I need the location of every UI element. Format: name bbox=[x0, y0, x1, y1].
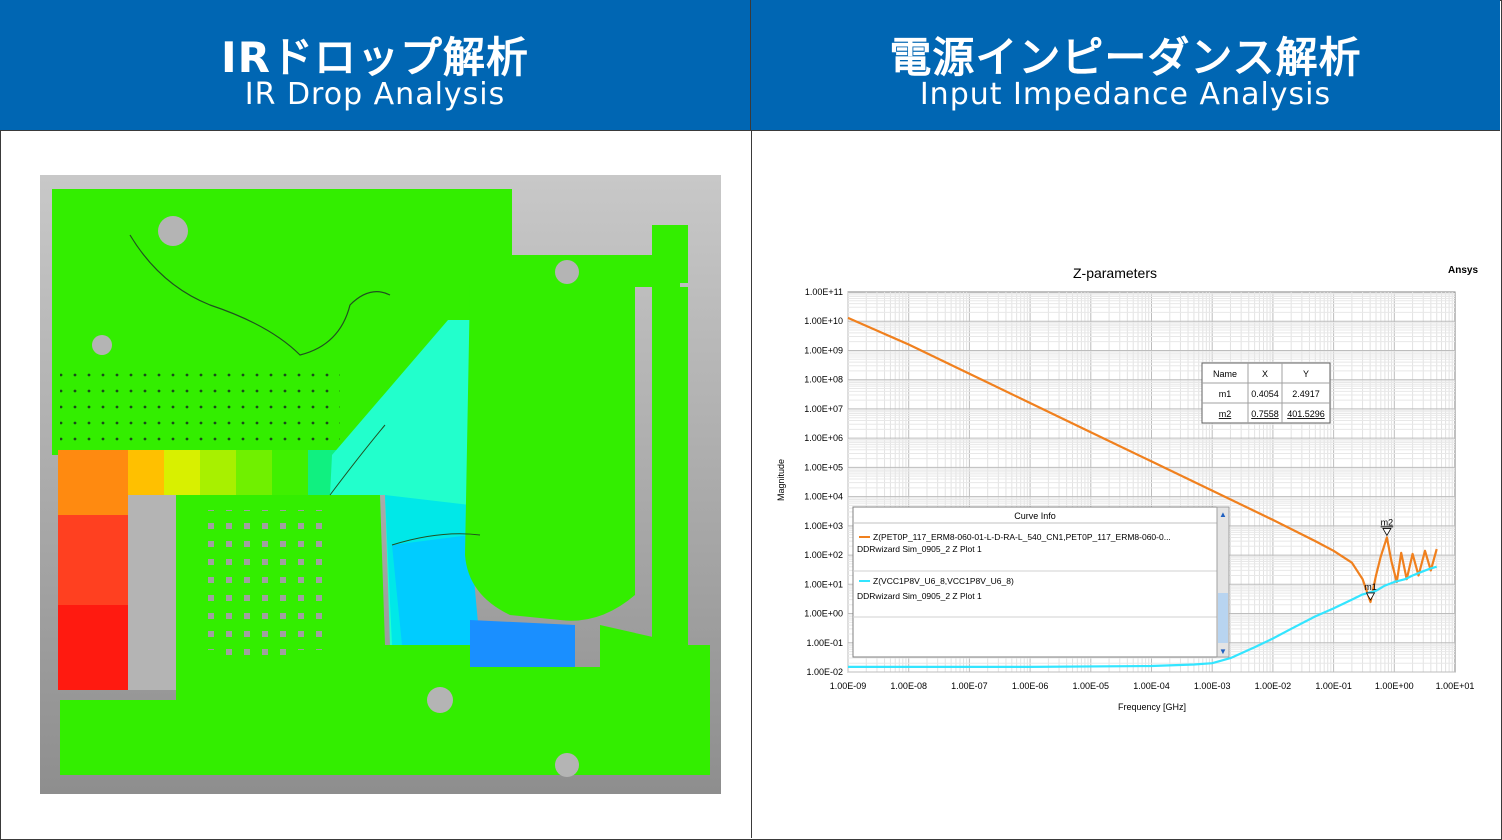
contour-line bbox=[129, 234, 391, 356]
ir-zone-red bbox=[58, 605, 128, 690]
contour-line-3 bbox=[391, 533, 481, 546]
board-gap bbox=[128, 495, 176, 690]
ir-region-center-right bbox=[465, 285, 635, 621]
legend-series-1-sub: DDRwizard Sim_0905_2 Z Plot 1 bbox=[857, 544, 982, 554]
marker-table-m2-y: 401.5296 bbox=[1287, 409, 1325, 419]
y-tick-label: 1.00E+11 bbox=[805, 287, 843, 297]
y-tick-label: 1.00E+01 bbox=[804, 579, 843, 589]
y-ticks: 1.00E+11 1.00E+10 1.00E+09 1.00E+08 1.00E+07… bbox=[804, 287, 843, 677]
mount-hole-4 bbox=[427, 687, 453, 713]
ir-drop-map bbox=[40, 175, 721, 794]
x-tick-label: 1.00E+01 bbox=[1436, 681, 1475, 691]
marker-table-m1-name: m1 bbox=[1219, 389, 1232, 399]
legend-scrollbar-thumb[interactable] bbox=[1218, 593, 1228, 643]
y-tick-label: 1.00E+02 bbox=[804, 550, 843, 560]
ir-region-blue bbox=[470, 620, 575, 667]
scroll-up-icon[interactable]: ▲ bbox=[1219, 510, 1227, 519]
series-layer bbox=[847, 316, 1438, 668]
y-tick-label: 1.00E+08 bbox=[804, 375, 843, 385]
z-parameters-chart: Z-parameters Ansys Magnitude Frequency [… bbox=[760, 255, 1495, 720]
x-tick-label: 1.00E+00 bbox=[1375, 681, 1414, 691]
y-tick-label: 1.00E+06 bbox=[804, 433, 843, 443]
bga-via-field-2 bbox=[215, 595, 295, 660]
impedance-header: 電源インピーダンス解析 Input Impedance Analysis bbox=[751, 0, 1500, 130]
marker-table: Name X Y m1 0.4054 2.4917 m2 0.7558 401.… bbox=[1201, 362, 1331, 424]
y-tick-label: 1.00E+05 bbox=[804, 462, 843, 472]
y-tick-label: 1.00E-01 bbox=[806, 638, 843, 648]
marker-table-m1-y: 2.4917 bbox=[1292, 389, 1320, 399]
ir-band-yellowgreen bbox=[200, 450, 236, 495]
ir-drop-title-en: IR Drop Analysis bbox=[244, 77, 506, 112]
chart-title: Z-parameters bbox=[1073, 265, 1157, 281]
y-axis-label: Magnitude bbox=[776, 459, 786, 501]
series-line-1 bbox=[847, 316, 1438, 604]
mount-hole-3 bbox=[92, 335, 112, 355]
mount-hole-5 bbox=[555, 753, 579, 777]
ir-region-lightblue bbox=[392, 535, 480, 645]
ir-drop-title-jp: IRドロップ解析 bbox=[221, 33, 529, 82]
ir-zone-orange-red bbox=[58, 515, 128, 605]
markers-layer: m1 m2 bbox=[1364, 517, 1394, 601]
panel-divider bbox=[751, 130, 752, 838]
y-tick-label: 1.00E+00 bbox=[804, 609, 843, 619]
scroll-down-icon[interactable]: ▼ bbox=[1219, 647, 1227, 656]
ir-drop-header: IRドロップ解析 IR Drop Analysis bbox=[0, 0, 751, 130]
x-ticks: 1.00E-09 1.00E-08 1.00E-07 1.00E-06 1.00E-05… bbox=[830, 681, 1475, 691]
ir-band-green2 bbox=[272, 450, 308, 495]
marker-table-header-y: Y bbox=[1303, 369, 1309, 379]
marker-m1 bbox=[1365, 592, 1376, 601]
legend-title: Curve Info bbox=[1014, 511, 1056, 521]
via-dots-top bbox=[60, 370, 340, 445]
y-tick-label: 1.00E+09 bbox=[804, 345, 843, 355]
marker-table-header-x: X bbox=[1262, 369, 1268, 379]
marker-m2 bbox=[1382, 528, 1392, 537]
y-tick-label: 1.00E+07 bbox=[804, 404, 843, 414]
mount-hole-1 bbox=[158, 216, 188, 246]
x-tick-label: 1.00E-01 bbox=[1315, 681, 1352, 691]
x-tick-label: 1.00E-04 bbox=[1133, 681, 1170, 691]
x-tick-label: 1.00E-05 bbox=[1073, 681, 1110, 691]
x-tick-label: 1.00E-03 bbox=[1194, 681, 1231, 691]
ir-band-lime bbox=[164, 450, 200, 495]
ir-band-yellow bbox=[128, 450, 164, 495]
x-tick-label: 1.00E-08 bbox=[890, 681, 927, 691]
legend-series-2-name: Z(VCC1P8V_U6_8,VCC1P8V_U6_8) bbox=[873, 576, 1014, 586]
x-tick-label: 1.00E-07 bbox=[951, 681, 988, 691]
y-tick-label: 1.00E+04 bbox=[804, 492, 843, 502]
x-axis-label: Frequency [GHz] bbox=[1118, 702, 1186, 712]
marker-table-m2-x: 0.7558 bbox=[1251, 409, 1279, 419]
curve-info-legend: Curve Info Z(PET0P_117_ERM8-060-01-L-D-R… bbox=[852, 506, 1230, 658]
series-line-2 bbox=[848, 565, 1438, 668]
legend-series-1-name: Z(PET0P_117_ERM8-060-01-L-D-RA-L_540_CN1… bbox=[873, 532, 1171, 542]
ir-band-orange bbox=[58, 450, 128, 515]
impedance-title-en: Input Impedance Analysis bbox=[919, 77, 1332, 112]
x-tick-label: 1.00E-02 bbox=[1255, 681, 1292, 691]
ir-region-right-strip bbox=[652, 287, 688, 645]
y-tick-label: 1.00E-02 bbox=[806, 667, 843, 677]
x-tick-label: 1.00E-06 bbox=[1012, 681, 1049, 691]
marker-table-m1-x: 0.4054 bbox=[1251, 389, 1279, 399]
marker-label-m1: m1 bbox=[1364, 582, 1377, 592]
x-tick-label: 1.00E-09 bbox=[830, 681, 867, 691]
brand-label: Ansys bbox=[1448, 265, 1478, 276]
y-tick-label: 1.00E+10 bbox=[804, 316, 843, 326]
marker-table-m2-name: m2 bbox=[1219, 409, 1232, 419]
legend-series-2-sub: DDRwizard Sim_0905_2 Z Plot 1 bbox=[857, 591, 982, 601]
ir-band-green1 bbox=[236, 450, 272, 495]
header-divider bbox=[0, 130, 1500, 131]
impedance-title-jp: 電源インピーダンス解析 bbox=[889, 33, 1362, 82]
mount-hole-2 bbox=[555, 260, 579, 284]
marker-table-header-name: Name bbox=[1213, 369, 1237, 379]
marker-label-m2: m2 bbox=[1381, 517, 1394, 527]
y-tick-label: 1.00E+03 bbox=[804, 521, 843, 531]
contour-line-2 bbox=[329, 424, 386, 496]
